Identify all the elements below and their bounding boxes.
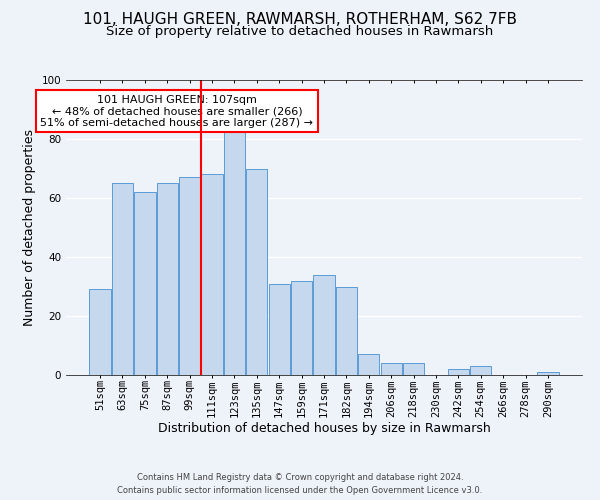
- Bar: [313, 274, 335, 375]
- Bar: [246, 168, 268, 375]
- Bar: [291, 280, 312, 375]
- X-axis label: Distribution of detached houses by size in Rawmarsh: Distribution of detached houses by size …: [158, 422, 490, 435]
- Bar: [202, 174, 223, 375]
- Bar: [537, 372, 559, 375]
- Bar: [470, 366, 491, 375]
- Bar: [358, 354, 379, 375]
- Text: Contains HM Land Registry data © Crown copyright and database right 2024.
Contai: Contains HM Land Registry data © Crown c…: [118, 474, 482, 495]
- Bar: [179, 178, 200, 375]
- Bar: [224, 127, 245, 375]
- Bar: [336, 286, 357, 375]
- Text: Size of property relative to detached houses in Rawmarsh: Size of property relative to detached ho…: [106, 24, 494, 38]
- Bar: [269, 284, 290, 375]
- Bar: [112, 183, 133, 375]
- Text: 101, HAUGH GREEN, RAWMARSH, ROTHERHAM, S62 7FB: 101, HAUGH GREEN, RAWMARSH, ROTHERHAM, S…: [83, 12, 517, 28]
- Bar: [448, 369, 469, 375]
- Bar: [89, 290, 111, 375]
- Bar: [134, 192, 155, 375]
- Bar: [157, 183, 178, 375]
- Bar: [380, 363, 402, 375]
- Y-axis label: Number of detached properties: Number of detached properties: [23, 129, 36, 326]
- Text: 101 HAUGH GREEN: 107sqm
← 48% of detached houses are smaller (266)
51% of semi-d: 101 HAUGH GREEN: 107sqm ← 48% of detache…: [40, 95, 313, 128]
- Bar: [403, 363, 424, 375]
